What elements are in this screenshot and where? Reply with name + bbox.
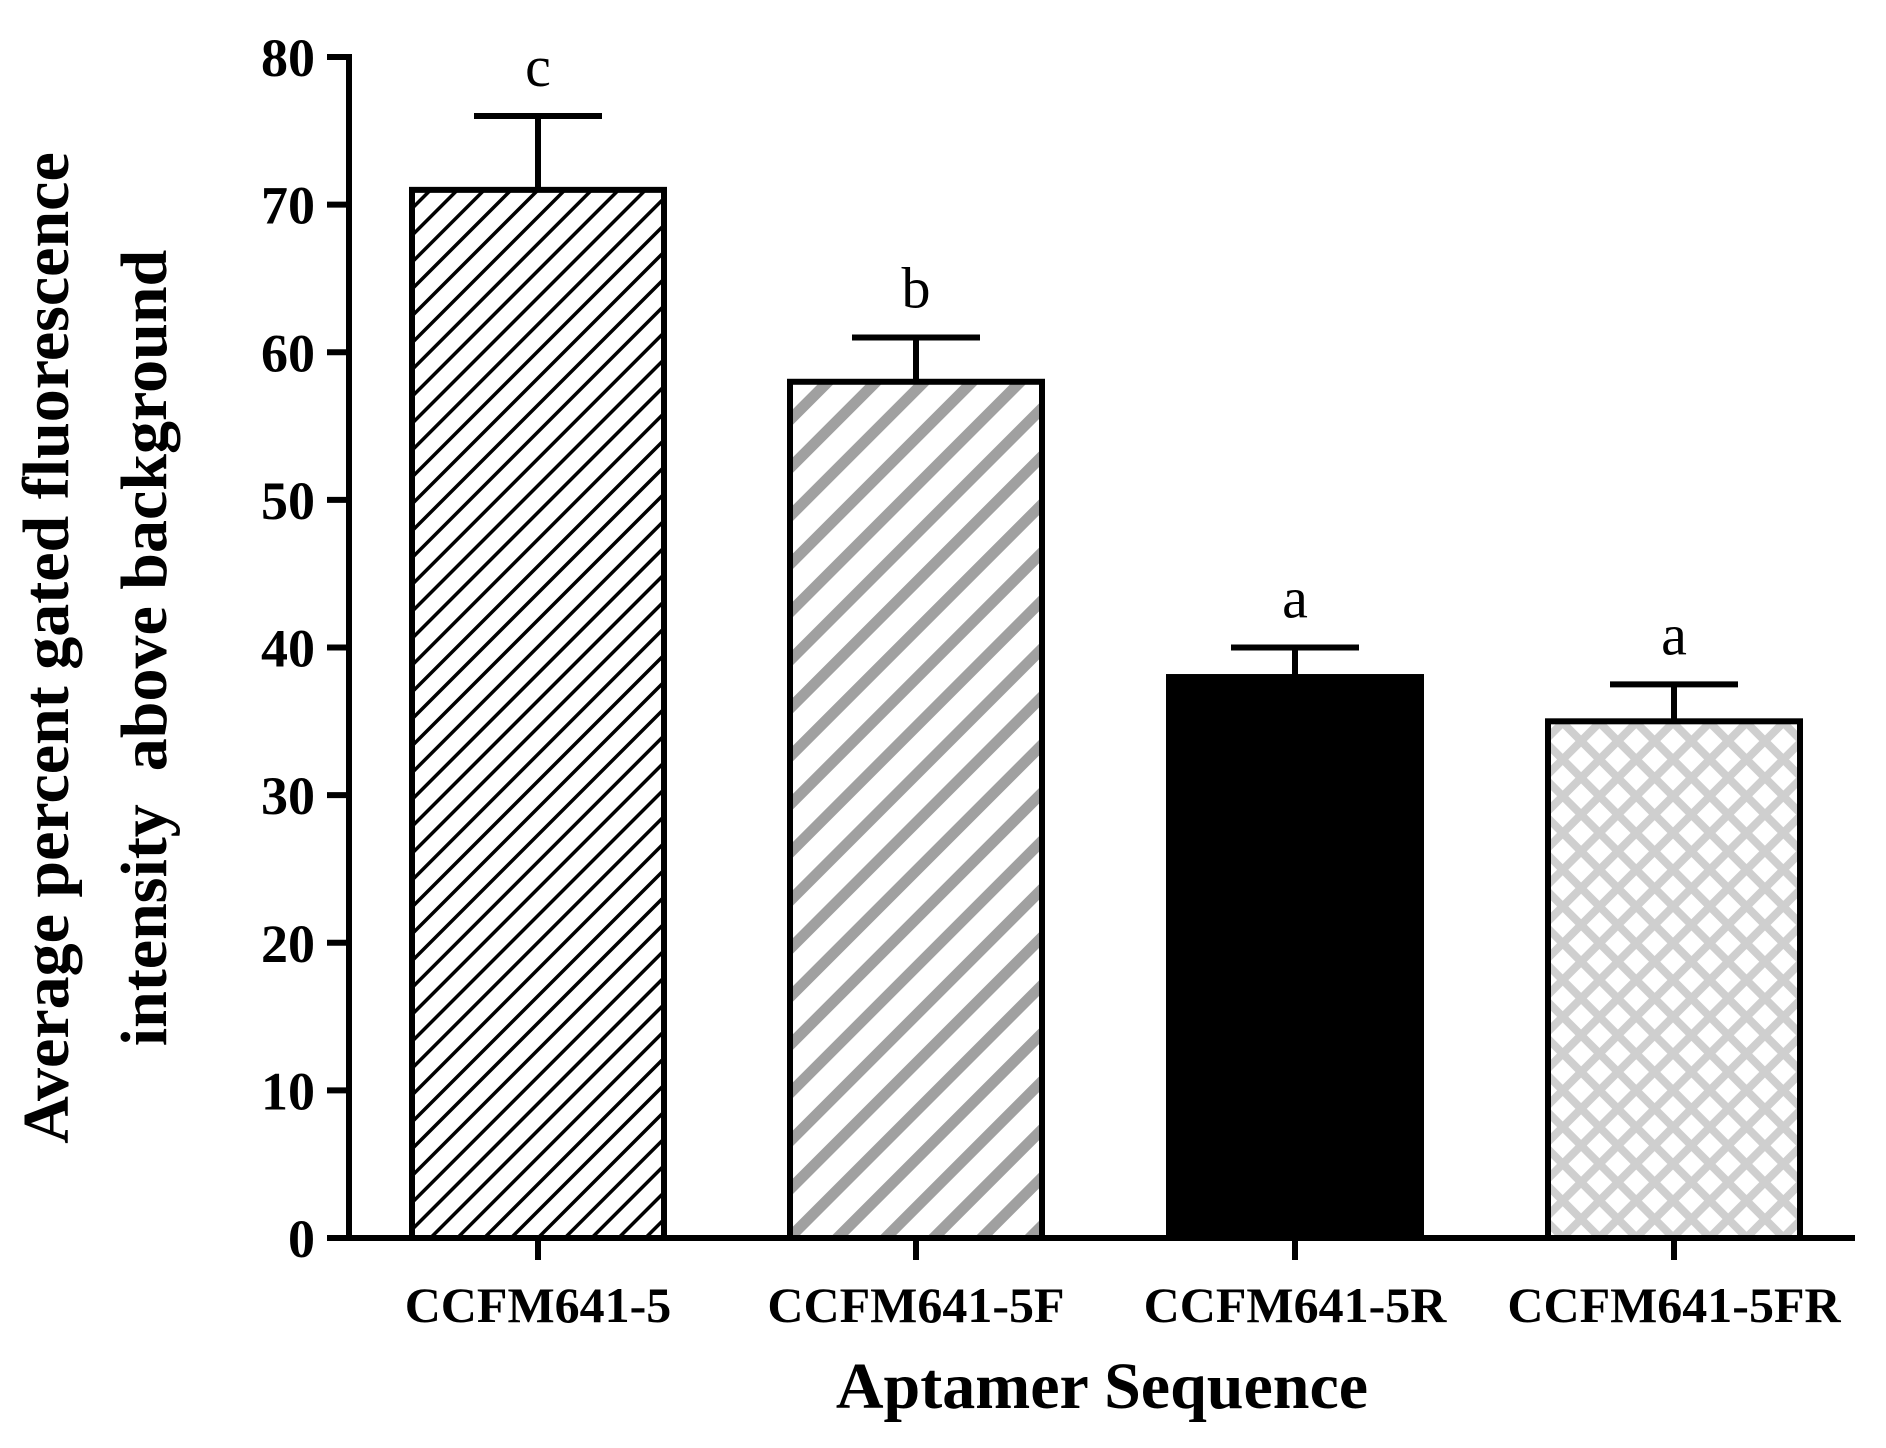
y-tick-label: 80 — [261, 28, 315, 88]
y-tick-label: 10 — [261, 1061, 315, 1121]
bar-ccfm641-5fr — [1545, 718, 1803, 1241]
bar-ccfm641-5f — [787, 378, 1045, 1241]
bar-ccfm641-5r — [1166, 674, 1424, 1241]
significance-label: b — [902, 255, 931, 320]
y-tick-label: 20 — [261, 914, 315, 974]
y-tick-label: 40 — [261, 619, 315, 679]
significance-label: c — [525, 34, 551, 99]
significance-label: a — [1282, 566, 1308, 631]
y-tick-label: 50 — [261, 471, 315, 531]
bars — [409, 113, 1803, 1241]
labels: 0 10 20 30 40 50 60 70 80 c CCFM641-5 b CCFM641-5F a C… — [10, 28, 1842, 1423]
y-tick-label: 30 — [261, 766, 315, 826]
significance-label: a — [1661, 602, 1687, 667]
y-tick-label: 60 — [261, 323, 315, 383]
x-axis-title: Aptamer Sequence — [836, 1350, 1368, 1423]
y-tick-label: 0 — [288, 1209, 315, 1269]
x-tick-label: CCFM641-5F — [767, 1277, 1064, 1333]
bar-ccfm641-5 — [409, 186, 667, 1241]
x-tick-label: CCFM641-5 — [405, 1277, 672, 1333]
x-tick-label: CCFM641-5FR — [1507, 1277, 1841, 1333]
y-axis-title-line-1: Average percent gated fluorescence — [10, 152, 83, 1143]
y-tick-label: 70 — [261, 176, 315, 236]
x-tick-label: CCFM641-5R — [1144, 1277, 1448, 1333]
y-axis-title-line-2: intensity above background — [108, 250, 181, 1046]
